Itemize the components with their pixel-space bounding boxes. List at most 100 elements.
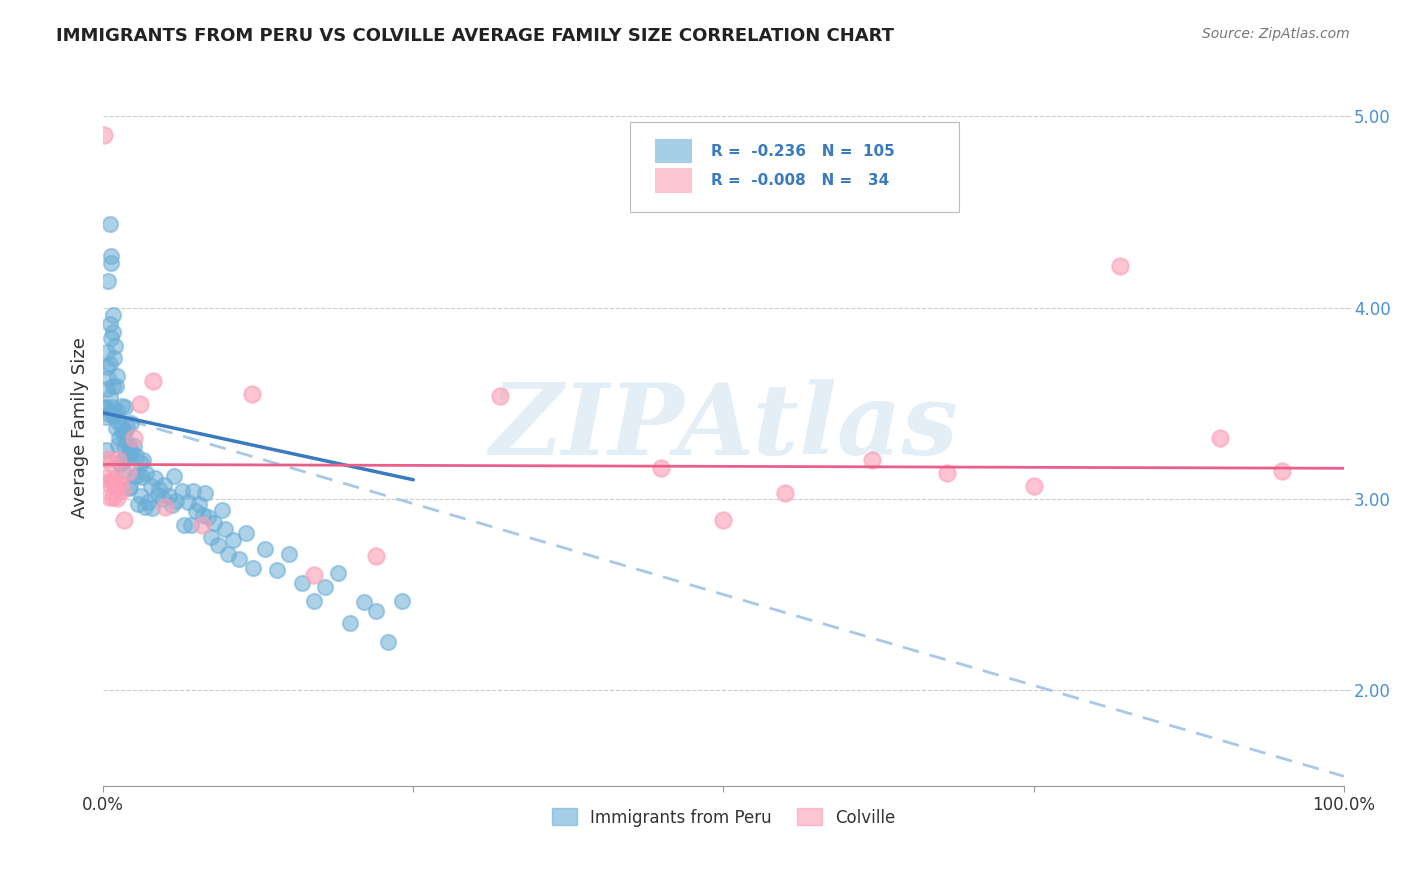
Point [100, 256, 122, 270]
Point [101, 325, 124, 339]
Point [118, 440, 141, 454]
Point [235, 525, 257, 540]
Point [860, 452, 883, 467]
Point [326, 566, 349, 581]
Point [650, 461, 672, 475]
Text: Source: ZipAtlas.com: Source: ZipAtlas.com [1202, 27, 1350, 41]
Point [146, 488, 169, 502]
Point [157, 489, 180, 503]
Point [163, 469, 186, 483]
Point [197, 510, 219, 524]
Point [302, 567, 325, 582]
Point [170, 483, 193, 498]
Point [291, 576, 314, 591]
Point [103, 472, 125, 486]
Point [129, 489, 152, 503]
Point [101, 400, 124, 414]
Point [240, 386, 263, 401]
Point [713, 513, 735, 527]
Point [100, 456, 122, 470]
Point [104, 480, 127, 494]
Point [139, 479, 162, 493]
Point [97, 475, 120, 489]
Point [111, 453, 134, 467]
Point [105, 378, 128, 392]
Point [98, 407, 121, 421]
Point [111, 425, 134, 440]
Point [96, 345, 118, 359]
Point [364, 603, 387, 617]
Point [117, 465, 139, 479]
Point [489, 389, 512, 403]
Point [775, 486, 797, 500]
Point [100, 249, 122, 263]
Point [94, 442, 117, 457]
Point [120, 479, 142, 493]
Point [101, 490, 124, 504]
Point [111, 483, 134, 498]
Point [122, 431, 145, 445]
Point [173, 517, 195, 532]
Text: R =  -0.008   N =   34: R = -0.008 N = 34 [711, 173, 889, 188]
Point [1022, 479, 1045, 493]
Point [96, 452, 118, 467]
Point [108, 431, 131, 445]
Point [253, 541, 276, 556]
Point [200, 530, 222, 544]
Point [120, 444, 142, 458]
Point [107, 453, 129, 467]
Point [98, 490, 121, 504]
Point [111, 464, 134, 478]
Point [142, 374, 165, 388]
Point [339, 615, 361, 630]
Point [100, 331, 122, 345]
Point [148, 482, 170, 496]
Point [211, 503, 233, 517]
Point [377, 635, 399, 649]
Point [98, 317, 121, 331]
Point [202, 516, 225, 530]
Point [222, 533, 245, 548]
Point [103, 409, 125, 424]
Point [135, 467, 157, 481]
Point [103, 351, 125, 365]
Point [181, 483, 204, 498]
Point [103, 378, 125, 392]
Point [143, 471, 166, 485]
Point [114, 424, 136, 438]
Point [207, 538, 229, 552]
Point [134, 500, 156, 514]
Point [101, 474, 124, 488]
Point [96, 410, 118, 425]
Point [110, 399, 132, 413]
Point [93, 128, 115, 142]
Point [141, 500, 163, 515]
Point [184, 504, 207, 518]
Point [122, 439, 145, 453]
Point [94, 471, 117, 485]
Point [266, 563, 288, 577]
FancyBboxPatch shape [630, 122, 959, 212]
Point [114, 400, 136, 414]
Point [935, 466, 957, 480]
Point [177, 495, 200, 509]
FancyBboxPatch shape [655, 139, 692, 163]
Point [228, 552, 250, 566]
Y-axis label: Average Family Size: Average Family Size [72, 336, 89, 517]
Point [152, 491, 174, 506]
Point [108, 457, 131, 471]
Point [105, 491, 128, 505]
Point [278, 547, 301, 561]
Point [96, 382, 118, 396]
Point [98, 217, 121, 231]
Point [107, 415, 129, 429]
Point [114, 451, 136, 466]
Text: ZIPAtlas: ZIPAtlas [489, 379, 957, 475]
Point [364, 549, 387, 564]
Point [217, 547, 239, 561]
Point [105, 403, 128, 417]
Point [105, 420, 128, 434]
Point [194, 485, 217, 500]
Point [127, 468, 149, 483]
Point [153, 500, 176, 515]
